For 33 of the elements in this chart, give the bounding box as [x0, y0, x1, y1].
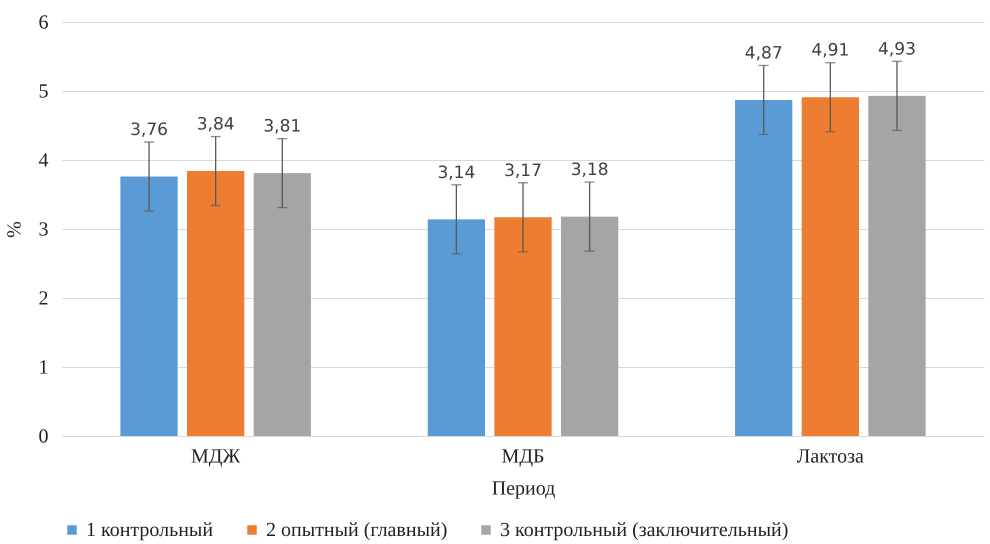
legend-label: 1 контрольный [86, 519, 214, 541]
bar [254, 173, 311, 436]
y-tick-label: 5 [38, 80, 48, 102]
bar [560, 216, 618, 436]
legend-label: 3 контрольный (заключительный) [500, 519, 788, 541]
y-axis-title: % [4, 221, 26, 238]
data-label: 4,87 [744, 43, 783, 64]
bar [428, 219, 486, 436]
y-tick-label: 6 [38, 12, 48, 34]
y-tick-label: 2 [38, 288, 48, 310]
data-label: 3,18 [570, 160, 609, 180]
y-tick-label: 4 [38, 150, 48, 172]
data-label: 3,84 [196, 114, 235, 135]
legend-label: 2 опытный (главный) [266, 519, 448, 541]
y-tick-label: 0 [38, 426, 48, 448]
x-tick-label: МДЖ [190, 446, 240, 468]
bar [868, 96, 926, 436]
data-label: 3,76 [130, 120, 168, 140]
data-label: 3,81 [263, 116, 302, 137]
bar [187, 171, 244, 436]
data-label: 3,17 [504, 160, 542, 181]
y-tick-label: 1 [38, 356, 48, 378]
x-axis-title: Период [492, 478, 556, 500]
data-label: 3,14 [437, 162, 476, 183]
bar [494, 217, 552, 436]
bar [735, 100, 792, 436]
x-tick-label: МДБ [502, 446, 544, 468]
data-label: 4,91 [811, 40, 850, 61]
data-label: 4,93 [878, 39, 916, 60]
x-tick-label: Лактоза [796, 446, 864, 468]
bar [802, 97, 859, 436]
y-tick-label: 3 [38, 218, 48, 240]
bar [120, 176, 178, 436]
